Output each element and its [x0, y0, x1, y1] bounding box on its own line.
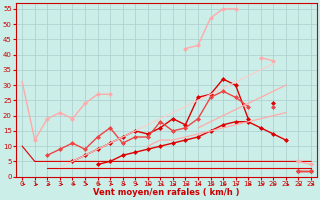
- X-axis label: Vent moyen/en rafales ( km/h ): Vent moyen/en rafales ( km/h ): [93, 188, 240, 197]
